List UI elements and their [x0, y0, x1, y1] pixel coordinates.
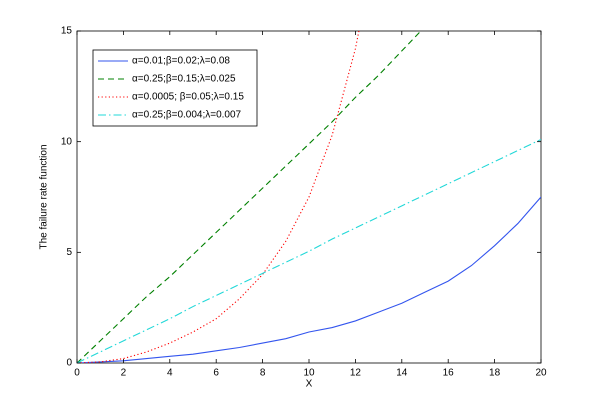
- y-tick-label: 15: [61, 26, 73, 37]
- x-tick-label: 20: [535, 368, 547, 379]
- x-tick-label: 12: [350, 368, 362, 379]
- series-line: [77, 196, 541, 363]
- y-tick-label: 10: [61, 136, 73, 147]
- x-tick-label: 0: [74, 368, 80, 379]
- legend-label: α=0.01;β=0.02;λ=0.08: [132, 56, 230, 67]
- x-tick-label: 4: [167, 368, 173, 379]
- y-axis-label: The failure rate function: [39, 144, 50, 249]
- x-tick-label: 6: [213, 368, 219, 379]
- x-tick-label: 14: [396, 368, 408, 379]
- legend-label: α=0.25;β=0.15;λ=0.025: [132, 74, 236, 85]
- x-tick-label: 8: [260, 368, 266, 379]
- legend-box: [92, 49, 258, 127]
- plot-lines: [77, 31, 541, 363]
- y-tick-label: 0: [66, 358, 72, 369]
- legend-label: α=0.25;β=0.004;λ=0.007: [132, 110, 242, 121]
- y-tick-label: 5: [66, 247, 72, 258]
- series-line: [77, 31, 360, 363]
- series-line: [77, 138, 541, 363]
- legend-label: α=0.0005; β=0.05;λ=0.15: [132, 92, 244, 103]
- x-axis-label: X: [306, 379, 313, 390]
- x-tick-label: 2: [121, 368, 127, 379]
- x-tick-label: 18: [489, 368, 501, 379]
- x-tick-label: 16: [443, 368, 455, 379]
- x-tick-label: 10: [303, 368, 315, 379]
- series-line: [77, 31, 422, 363]
